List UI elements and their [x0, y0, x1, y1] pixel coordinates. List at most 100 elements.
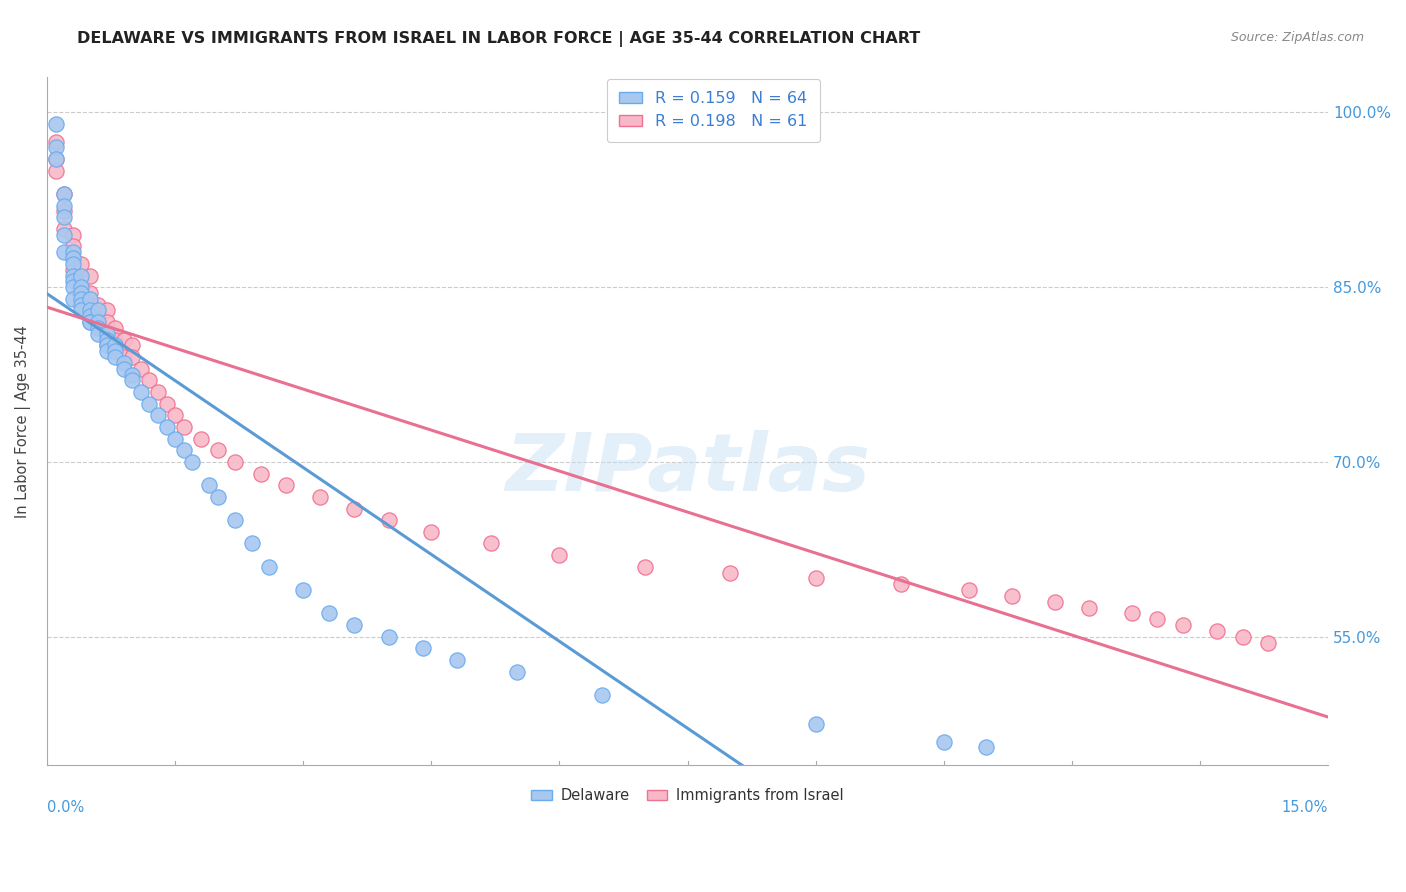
Point [804, 571, 827, 585]
Point [412, 641, 434, 656]
Point [1171, 618, 1194, 632]
Point [224, 513, 246, 527]
Point [62, 292, 84, 306]
Point [1146, 612, 1168, 626]
Point [257, 559, 280, 574]
Point [79, 310, 101, 324]
Point [446, 653, 468, 667]
Point [104, 338, 127, 352]
Point [173, 443, 195, 458]
Point [79, 315, 101, 329]
Point [79, 268, 101, 283]
Y-axis label: In Labor Force | Age 35-44: In Labor Force | Age 35-44 [15, 325, 31, 517]
Point [79, 315, 101, 329]
Point [112, 350, 135, 364]
Point [70, 257, 93, 271]
Text: 0.0%: 0.0% [46, 799, 84, 814]
Point [976, 740, 998, 755]
Point [957, 583, 980, 598]
Point [377, 513, 399, 527]
Point [70, 274, 93, 288]
Point [155, 397, 177, 411]
Point [112, 361, 135, 376]
Point [634, 559, 657, 574]
Text: ZIPatlas: ZIPatlas [505, 430, 870, 508]
Point [155, 420, 177, 434]
Point [53, 245, 76, 260]
Point [276, 478, 298, 492]
Point [138, 373, 160, 387]
Point [207, 490, 229, 504]
Point [1001, 589, 1024, 603]
Point [87, 303, 110, 318]
Text: 15.0%: 15.0% [1282, 799, 1329, 814]
Point [44, 140, 66, 154]
Point [44, 152, 66, 166]
Point [121, 338, 143, 352]
Point [62, 262, 84, 277]
Point [479, 536, 502, 550]
Point [70, 268, 93, 283]
Point [79, 303, 101, 318]
Point [718, 566, 741, 580]
Point [53, 211, 76, 225]
Point [70, 285, 93, 300]
Point [129, 361, 152, 376]
Point [44, 135, 66, 149]
Point [318, 607, 340, 621]
Point [146, 384, 169, 399]
Point [548, 548, 571, 562]
Point [1232, 630, 1254, 644]
Point [53, 186, 76, 201]
Point [44, 163, 66, 178]
Legend: Delaware, Immigrants from Israel: Delaware, Immigrants from Israel [526, 782, 849, 809]
Point [1078, 600, 1101, 615]
Point [70, 280, 93, 294]
Point [70, 292, 93, 306]
Point [804, 717, 827, 731]
Point [53, 186, 76, 201]
Point [249, 467, 271, 481]
Point [70, 285, 93, 300]
Point [420, 524, 443, 539]
Point [121, 373, 143, 387]
Point [121, 350, 143, 364]
Point [70, 303, 93, 318]
Point [62, 280, 84, 294]
Point [104, 333, 127, 347]
Point [104, 350, 127, 364]
Point [292, 583, 315, 598]
Point [377, 630, 399, 644]
Point [1121, 607, 1143, 621]
Point [96, 326, 118, 341]
Point [96, 344, 118, 359]
Point [146, 409, 169, 423]
Point [207, 443, 229, 458]
Point [53, 198, 76, 212]
Point [79, 285, 101, 300]
Point [87, 326, 110, 341]
Point [62, 239, 84, 253]
Point [932, 734, 955, 748]
Point [96, 303, 118, 318]
Point [1206, 624, 1229, 638]
Point [87, 315, 110, 329]
Point [104, 344, 127, 359]
Point [62, 251, 84, 265]
Point [1043, 595, 1066, 609]
Point [138, 397, 160, 411]
Point [62, 251, 84, 265]
Point [240, 536, 263, 550]
Point [87, 315, 110, 329]
Point [190, 432, 212, 446]
Point [121, 368, 143, 382]
Point [53, 227, 76, 242]
Point [62, 257, 84, 271]
Point [173, 420, 195, 434]
Point [44, 117, 66, 131]
Point [96, 326, 118, 341]
Point [104, 321, 127, 335]
Point [62, 227, 84, 242]
Point [165, 432, 187, 446]
Point [87, 321, 110, 335]
